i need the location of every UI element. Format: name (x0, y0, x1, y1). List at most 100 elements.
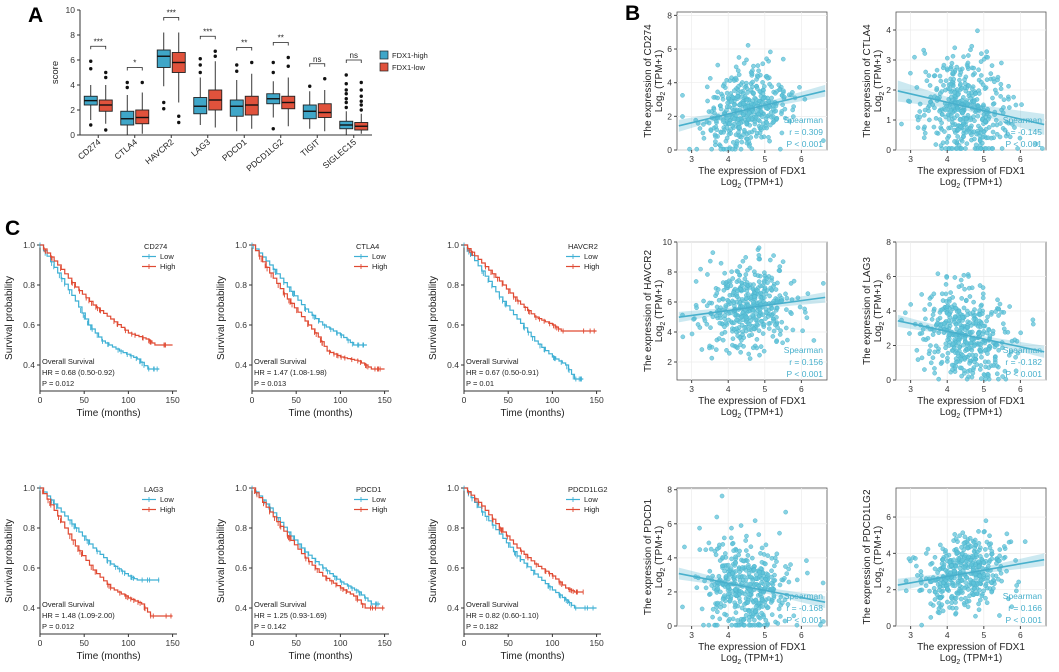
scatter-point (978, 363, 984, 368)
scatter-point (788, 562, 793, 567)
scatter-point (766, 596, 771, 601)
scatter-point (782, 597, 788, 603)
scatter-point (973, 142, 979, 148)
scatter-point (733, 113, 739, 118)
scatter-point (983, 146, 989, 151)
scatter-point (733, 554, 738, 560)
scatter-point (736, 55, 742, 60)
km-curve-low (252, 487, 381, 605)
scatter-point (715, 600, 720, 606)
scatter-point (967, 593, 972, 599)
scatter-point (749, 116, 755, 122)
scatter-point (747, 356, 753, 361)
scatter-point (972, 359, 977, 365)
scatter-point (729, 269, 734, 274)
scatter-point (782, 576, 787, 581)
scatter-point (980, 331, 986, 337)
gene-label: LAG3 (144, 485, 163, 494)
scatter-point (784, 295, 790, 301)
box-outlier (213, 49, 217, 53)
scatter-point (766, 135, 771, 140)
scatter-point (956, 555, 961, 561)
scatter-point (980, 295, 986, 301)
scatter-point (1008, 349, 1014, 355)
km-curve-high (464, 244, 597, 332)
y-tick-label: 1.0 (23, 483, 35, 493)
scatter-point (1000, 345, 1005, 351)
box-outlier (344, 82, 348, 86)
scatter-point (725, 95, 731, 100)
scatter-point (769, 84, 774, 89)
scatter-point (994, 342, 1000, 348)
scatter-point (950, 341, 956, 347)
stat-r: r = 0.309 (789, 127, 823, 137)
scatter-point (747, 265, 753, 271)
y-tick-label: 2 (886, 85, 891, 95)
scatter-point (778, 594, 784, 600)
scatter-point (952, 314, 958, 320)
panel-label-a: A (28, 4, 43, 27)
scatter-point (947, 296, 952, 302)
scatter-point (751, 308, 756, 313)
scatter-point (952, 45, 958, 51)
scatter-point (1019, 102, 1024, 107)
scatter-point (776, 82, 782, 88)
stat-r: r = 0.166 (1008, 603, 1042, 613)
scatter-point (736, 278, 742, 283)
scatter-point (938, 91, 943, 96)
scatter-point (699, 606, 705, 612)
scatter-point (959, 86, 965, 91)
y-tick-label: 8 (667, 485, 672, 495)
scatter-point (790, 327, 796, 333)
box-outlier (359, 94, 363, 98)
scatter-point (938, 78, 944, 84)
stat-r: r = -0.182 (1005, 357, 1042, 367)
scatter-point (952, 319, 957, 325)
scatter-point (943, 567, 948, 573)
scatter-point (921, 135, 927, 141)
scatter-point (914, 85, 920, 90)
scatter-point (913, 556, 918, 561)
y-tick-label: 6 (667, 44, 672, 54)
y-tick-label: 1.0 (447, 483, 459, 493)
box-outlier (89, 123, 93, 127)
scatter-point (704, 84, 710, 90)
regression-line (678, 296, 826, 318)
scatter-point (969, 43, 975, 49)
legend-label: FDX1-low (392, 63, 426, 72)
scatter-point (747, 322, 752, 327)
scatter-point (940, 353, 945, 358)
scatter-point (989, 556, 995, 562)
scatter-point (722, 568, 727, 574)
scatter-point (770, 106, 776, 112)
scatter-point (936, 376, 941, 382)
x-tick-label: 50 (503, 395, 513, 405)
scatter-point (784, 307, 789, 312)
x-axis-title: Time (months) (288, 651, 352, 662)
scatter-point (978, 126, 983, 131)
scatter-point (932, 73, 938, 78)
scatter-point (937, 108, 942, 114)
y-tick-label: 0.8 (23, 523, 35, 533)
scatter-point (726, 278, 732, 284)
stat-method: Spearman (784, 345, 823, 355)
scatter-point (989, 63, 995, 68)
scatter-point (926, 73, 932, 78)
y-axis-title-unit: Log2 (TPM+1) (654, 50, 667, 113)
scatter-point (765, 572, 771, 578)
scatter-point (746, 609, 752, 614)
scatter-point (771, 253, 776, 258)
scatter-point (697, 547, 703, 552)
scatter-point (705, 272, 710, 277)
scatter-point (983, 583, 988, 589)
scatter-point (754, 321, 760, 327)
scatter-point (996, 306, 1001, 312)
x-tick-label: 3 (689, 384, 694, 394)
scatter-point (771, 318, 776, 324)
scatter-point (762, 285, 768, 291)
box-outlier (125, 85, 129, 90)
scatter-point (754, 572, 759, 577)
scatter-point (925, 546, 931, 552)
scatter-point (715, 586, 721, 591)
scatter-point (718, 605, 723, 610)
